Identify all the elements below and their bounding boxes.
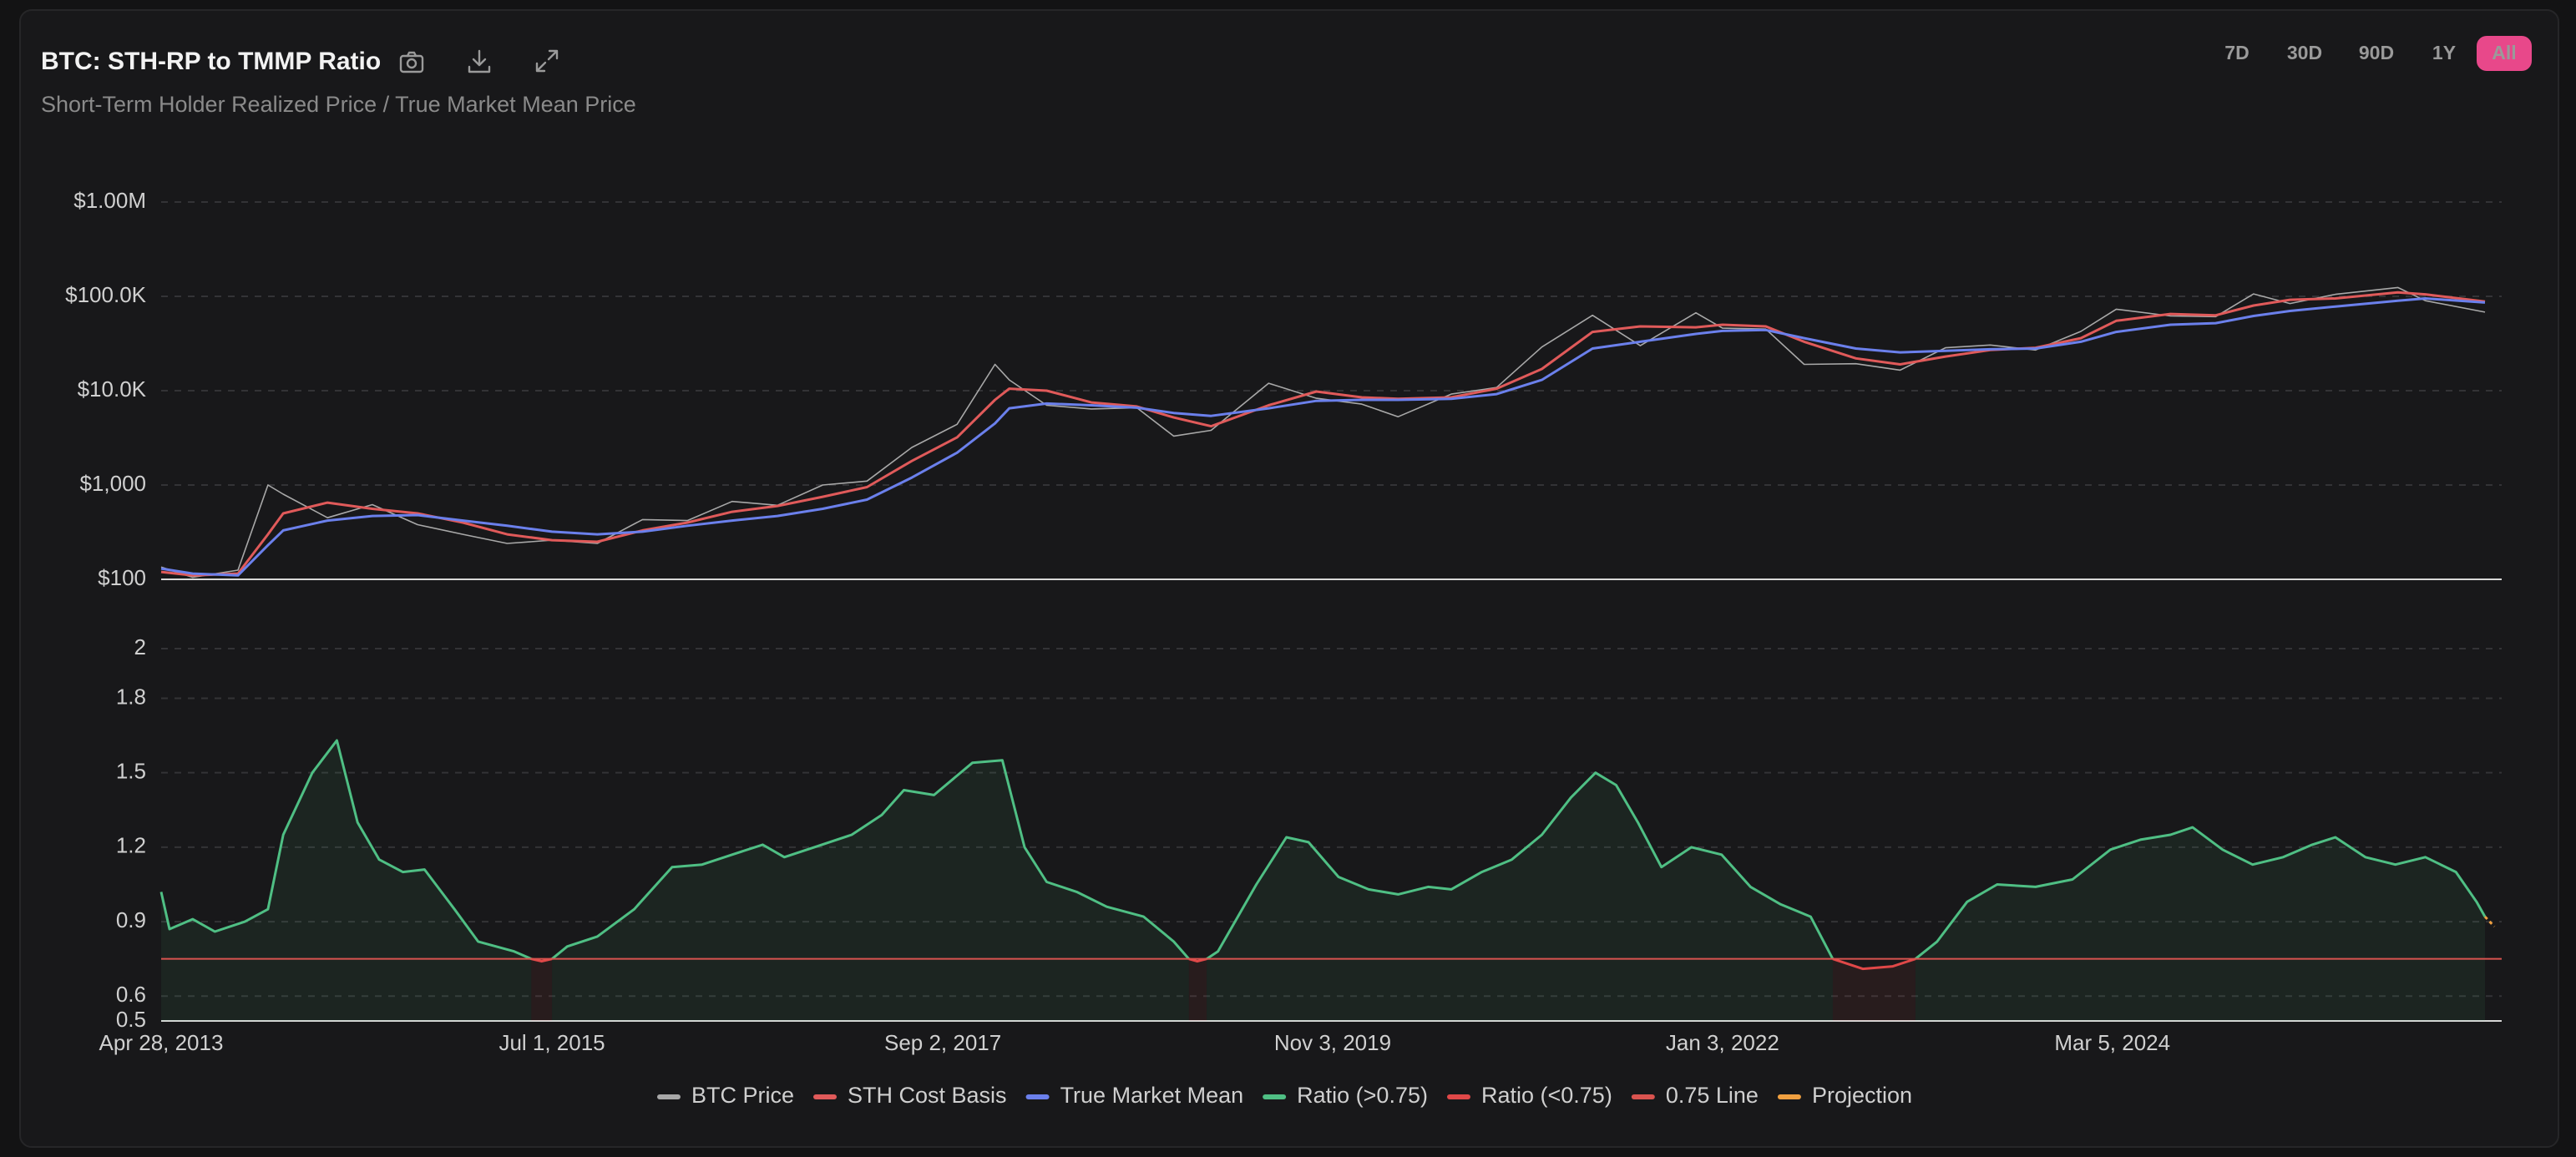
series-line [160,286,2486,578]
x-tick-label: Jan 3, 2022 [1666,1030,1779,1055]
range-button[interactable]: 90D [2359,42,2394,63]
range-button-active[interactable] [2477,36,2532,71]
legend-label[interactable]: STH Cost Basis [848,1083,1007,1108]
range-button[interactable]: All [2492,42,2516,63]
range-button[interactable]: 1Y [2432,42,2456,63]
y-tick-label: $1.00M [73,188,146,213]
y-tick-label: $100 [98,565,146,590]
series-line [159,739,2487,961]
legend-label[interactable]: Ratio (>0.75) [1297,1083,1428,1108]
chart-title: BTC: STH-RP to TMMP Ratio [41,48,381,75]
x-tick-label: Apr 28, 2013 [99,1030,224,1055]
camera-icon[interactable] [399,51,424,73]
y-tick-label: $1,000 [79,471,146,496]
y-tick-label: $10.0K [78,376,147,402]
chart-subtitle: Short-Term Holder Realized Price / True … [41,92,636,117]
legend-label[interactable]: Projection [1812,1083,1912,1108]
y-tick-label: 2 [134,634,146,659]
x-tick-label: Mar 5, 2024 [2054,1030,2170,1055]
y-tick-label: $100.0K [65,282,147,307]
legend-label[interactable]: BTC Price [691,1083,794,1108]
x-tick-label: Nov 3, 2019 [1274,1030,1391,1055]
legend: BTC Price STH Cost Basis True Market Mean R… [656,1083,1912,1108]
x-tick-label: Jul 1, 2015 [498,1030,605,1055]
y-tick-label: 1.2 [116,833,146,858]
legend-label[interactable]: 0.75 Line [1666,1083,1759,1108]
series-line [160,291,2486,577]
legend-label[interactable]: Ratio (<0.75) [1481,1083,1612,1108]
expand-icon[interactable] [535,49,559,73]
range-button[interactable]: 7D [2224,42,2249,63]
y-tick-label: 1.8 [116,684,146,709]
y-tick-label: 0.9 [116,907,146,932]
series-line [160,297,2486,577]
legend-label[interactable]: True Market Mean [1060,1083,1244,1108]
y-tick-label: 0.5 [116,1007,146,1032]
area [161,740,2485,1021]
y-tick-label: 1.5 [116,759,146,784]
y-tick-label: 0.6 [116,982,146,1007]
download-icon[interactable] [468,49,491,73]
x-tick-label: Sep 2, 2017 [884,1030,1001,1055]
series-line [2483,916,2496,928]
range-button[interactable]: 30D [2287,42,2322,63]
